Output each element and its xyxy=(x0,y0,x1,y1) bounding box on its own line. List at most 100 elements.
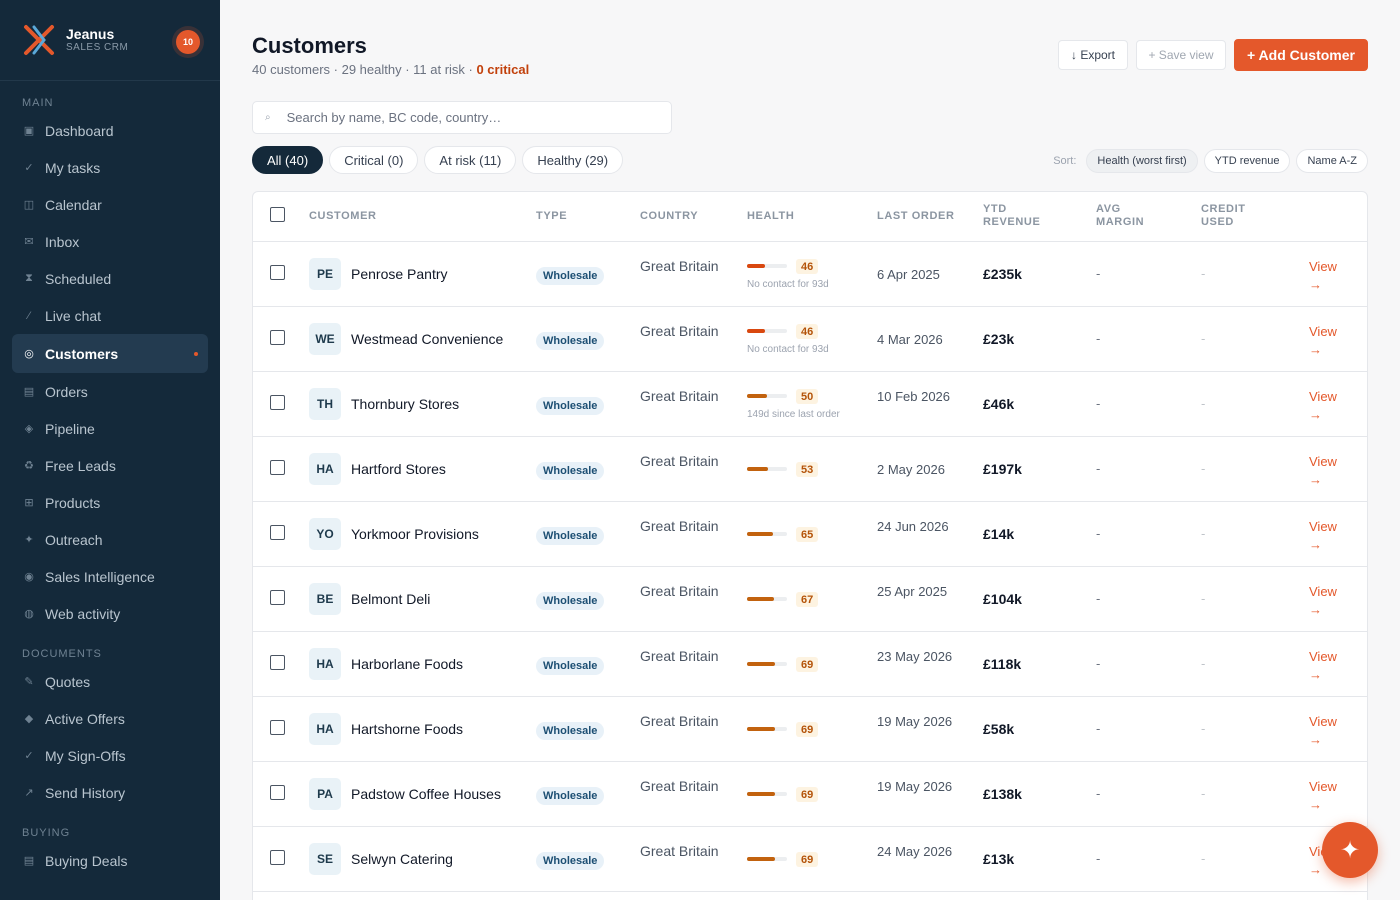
customer-name[interactable]: Padstow Coffee Houses xyxy=(351,786,501,802)
customer-name[interactable]: Hartford Stores xyxy=(351,461,446,477)
sidebar-item-dashboard[interactable]: ▣ Dashboard xyxy=(0,112,220,149)
view-link[interactable]: View → xyxy=(1309,258,1337,294)
sidebar-item-inbox[interactable]: ✉ Inbox xyxy=(0,223,220,260)
sidebar-item-sales-intelligence[interactable]: ◉ Sales Intelligence xyxy=(0,558,220,595)
avg-margin: - xyxy=(1096,786,1101,801)
customers-icon: ◎ xyxy=(24,348,34,360)
row-checkbox[interactable] xyxy=(270,525,285,540)
sidebar-item-calendar[interactable]: ◫ Calendar xyxy=(0,186,220,223)
filter-chip[interactable]: Healthy (29) xyxy=(522,146,624,174)
table-row[interactable]: PE Penrose Pantry Wholesale Great Britain 46… xyxy=(253,242,1367,307)
view-link[interactable]: View → xyxy=(1309,323,1337,359)
customer-name[interactable]: Penrose Pantry xyxy=(351,266,448,282)
column-health[interactable]: HEALTH xyxy=(747,210,795,222)
table-row[interactable]: YO Yorkmoor Provisions Wholesale Great Brit… xyxy=(253,502,1367,567)
sidebar-item-quotes[interactable]: ✎ Quotes xyxy=(0,663,220,700)
sidebar-item-free-leads[interactable]: ♻ Free Leads xyxy=(0,447,220,484)
table-row[interactable]: PA Padstow Coffee Houses Wholesale Great Br… xyxy=(253,762,1367,827)
view-link[interactable]: View → xyxy=(1309,583,1337,619)
view-link[interactable]: View → xyxy=(1309,518,1337,554)
assistant-fab-button[interactable]: ✦ xyxy=(1322,822,1378,878)
row-checkbox[interactable] xyxy=(270,395,285,410)
sidebar-item-my-tasks[interactable]: ✓ My tasks xyxy=(0,149,220,186)
export-button[interactable]: ↓ Export xyxy=(1058,40,1128,70)
diamond-icon: ◆ xyxy=(24,713,34,725)
view-label: View xyxy=(1309,259,1337,274)
column-last-order[interactable]: LAST ORDER xyxy=(877,210,955,222)
column-avg-margin[interactable]: AVG MARGIN xyxy=(1096,203,1145,228)
row-checkbox[interactable] xyxy=(270,785,285,800)
country-cell: Great Britain xyxy=(640,778,719,794)
type-badge: Wholesale xyxy=(536,527,605,545)
brand[interactable]: Jeanus SALES CRM 10 xyxy=(0,0,220,81)
sidebar-item-web-activity[interactable]: ◍ Web activity xyxy=(0,595,220,632)
table-row[interactable]: TH Thornbury Stores Wholesale Great Britain… xyxy=(253,372,1367,437)
sidebar-item-send-history[interactable]: ↗ Send History xyxy=(0,774,220,811)
column-customer[interactable]: CUSTOMER xyxy=(309,210,377,222)
sidebar-item-orders[interactable]: ▤ Orders xyxy=(0,373,220,410)
health-note: 149d since last order xyxy=(747,409,840,420)
table-row[interactable]: BE Belmont Deli Wholesale Great Britain 67 25… xyxy=(253,567,1367,632)
search-input[interactable] xyxy=(286,110,647,125)
avatar: HA xyxy=(309,648,341,680)
avg-margin: - xyxy=(1096,266,1101,281)
sidebar-item-customers[interactable]: ◎ Customers xyxy=(12,334,208,373)
sidebar-item-buying-deals[interactable]: ▤ Buying Deals xyxy=(0,842,220,879)
view-link[interactable]: View → xyxy=(1309,388,1337,424)
sidebar-item-outreach[interactable]: ✦ Outreach xyxy=(0,521,220,558)
add-customer-button[interactable]: + Add Customer xyxy=(1234,39,1368,71)
sidebar-item-scheduled[interactable]: ⧗ Scheduled xyxy=(0,260,220,297)
view-link[interactable]: View → xyxy=(1309,648,1337,684)
sidebar-item-label: Dashboard xyxy=(45,122,114,139)
table-row[interactable]: WE Westmead Convenience Wholesale Great Bri… xyxy=(253,307,1367,372)
view-link[interactable]: View → xyxy=(1309,778,1337,814)
row-checkbox[interactable] xyxy=(270,590,285,605)
sort-option[interactable]: Health (worst first) xyxy=(1086,149,1198,173)
row-checkbox[interactable] xyxy=(270,850,285,865)
column-type[interactable]: TYPE xyxy=(536,210,568,222)
select-all-checkbox[interactable] xyxy=(270,207,285,222)
sidebar-item-pipeline[interactable]: ◈ Pipeline xyxy=(0,410,220,447)
row-checkbox[interactable] xyxy=(270,720,285,735)
customer-name[interactable]: Selwyn Catering xyxy=(351,851,453,867)
view-link[interactable]: View → xyxy=(1309,453,1337,489)
sort-option[interactable]: YTD revenue xyxy=(1203,149,1291,173)
filter-chip[interactable]: At risk (11) xyxy=(424,146,517,174)
row-checkbox[interactable] xyxy=(270,330,285,345)
column-credit-used[interactable]: CREDIT USED xyxy=(1201,203,1246,228)
customer-name[interactable]: Hartshorne Foods xyxy=(351,721,464,737)
avatar: PE xyxy=(309,258,341,290)
sidebar-item-my-sign-offs[interactable]: ✓ My Sign-Offs xyxy=(0,737,220,774)
row-checkbox[interactable] xyxy=(270,265,285,280)
health-bar xyxy=(747,394,787,398)
sidebar-item-products[interactable]: ⊞ Products xyxy=(0,484,220,521)
table-row[interactable]: HA Hartshorne Foods Wholesale Great Britain… xyxy=(253,697,1367,762)
filter-chip[interactable]: Critical (0) xyxy=(329,146,419,174)
avg-margin: - xyxy=(1096,591,1101,606)
table-row[interactable]: HA Harborlane Foods Wholesale Great Britain… xyxy=(253,632,1367,697)
customer-name[interactable]: Thornbury Stores xyxy=(351,396,460,412)
table-row[interactable]: SE Selwyn Catering Wholesale Great Britain 6… xyxy=(253,827,1367,892)
column-ytd-revenue[interactable]: YTD REVENUE xyxy=(983,203,1041,228)
sort-option[interactable]: Name A-Z xyxy=(1296,149,1368,173)
row-checkbox[interactable] xyxy=(270,655,285,670)
customer-name[interactable]: Yorkmoor Provisions xyxy=(351,526,479,542)
save-view-button[interactable]: + Save view xyxy=(1136,40,1226,70)
row-checkbox[interactable] xyxy=(270,460,285,475)
notification-badge[interactable]: 10 xyxy=(176,30,200,54)
view-label: View xyxy=(1309,519,1337,534)
table-row[interactable]: HA Hartford Stores Wholesale Great Britain 5… xyxy=(253,437,1367,502)
sidebar-item-active-offers[interactable]: ◆ Active Offers xyxy=(0,700,220,737)
search-box[interactable]: ⌕ xyxy=(252,101,672,134)
sidebar-item-live-chat[interactable]: ⁄ Live chat xyxy=(0,297,220,334)
credit-used: - xyxy=(1201,266,1206,281)
customer-name[interactable]: Harborlane Foods xyxy=(351,656,464,672)
customer-name[interactable]: Westmead Convenience xyxy=(351,331,504,347)
sidebar-item-label: My Sign-Offs xyxy=(45,747,126,764)
country-cell: Great Britain xyxy=(640,583,719,599)
view-link[interactable]: View → xyxy=(1309,713,1337,749)
customer-name[interactable]: Belmont Deli xyxy=(351,591,431,607)
column-country[interactable]: COUNTRY xyxy=(640,210,699,222)
filter-chip[interactable]: All (40) xyxy=(252,146,324,174)
type-badge: Wholesale xyxy=(536,722,605,740)
